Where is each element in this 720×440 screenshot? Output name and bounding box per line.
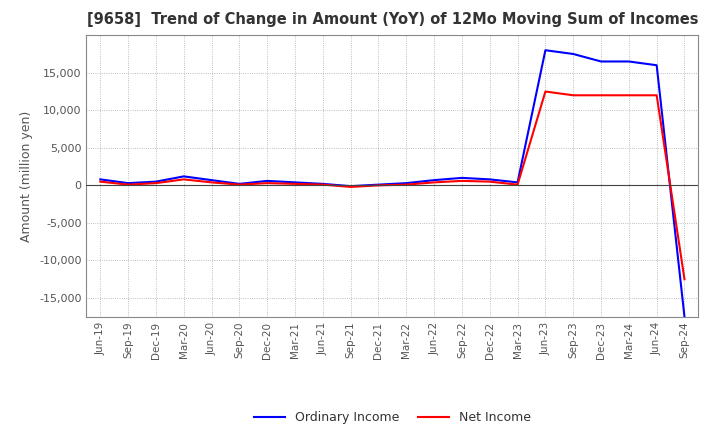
Net Income — [541, 89, 550, 94]
Ordinary Income — [541, 48, 550, 53]
Ordinary Income — [152, 179, 161, 184]
Net Income — [318, 182, 327, 187]
Ordinary Income — [374, 182, 383, 187]
Net Income — [652, 93, 661, 98]
Ordinary Income — [179, 174, 188, 179]
Net Income — [374, 183, 383, 188]
Ordinary Income — [458, 175, 467, 180]
Net Income — [124, 182, 132, 187]
Net Income — [402, 182, 410, 187]
Net Income — [485, 179, 494, 184]
Net Income — [430, 180, 438, 185]
Line: Ordinary Income: Ordinary Income — [100, 50, 685, 317]
Ordinary Income — [96, 177, 104, 182]
Net Income — [263, 180, 271, 186]
Line: Net Income: Net Income — [100, 92, 685, 279]
Ordinary Income — [513, 180, 522, 185]
Net Income — [569, 93, 577, 98]
Ordinary Income — [291, 180, 300, 185]
Net Income — [680, 277, 689, 282]
Net Income — [346, 184, 355, 190]
Net Income — [597, 93, 606, 98]
Legend: Ordinary Income, Net Income: Ordinary Income, Net Income — [248, 406, 536, 429]
Net Income — [235, 182, 243, 187]
Y-axis label: Amount (million yen): Amount (million yen) — [20, 110, 34, 242]
Ordinary Income — [263, 178, 271, 183]
Net Income — [624, 93, 633, 98]
Ordinary Income — [680, 314, 689, 319]
Ordinary Income — [430, 177, 438, 183]
Ordinary Income — [597, 59, 606, 64]
Net Income — [513, 182, 522, 187]
Net Income — [458, 178, 467, 183]
Ordinary Income — [318, 181, 327, 187]
Ordinary Income — [207, 177, 216, 183]
Net Income — [291, 181, 300, 187]
Ordinary Income — [346, 183, 355, 189]
Net Income — [152, 180, 161, 186]
Ordinary Income — [402, 180, 410, 186]
Net Income — [96, 179, 104, 184]
Ordinary Income — [485, 177, 494, 182]
Title: [9658]  Trend of Change in Amount (YoY) of 12Mo Moving Sum of Incomes: [9658] Trend of Change in Amount (YoY) o… — [86, 12, 698, 27]
Ordinary Income — [569, 51, 577, 57]
Ordinary Income — [124, 180, 132, 186]
Net Income — [207, 180, 216, 185]
Net Income — [179, 177, 188, 182]
Ordinary Income — [652, 62, 661, 68]
Ordinary Income — [624, 59, 633, 64]
Ordinary Income — [235, 181, 243, 187]
